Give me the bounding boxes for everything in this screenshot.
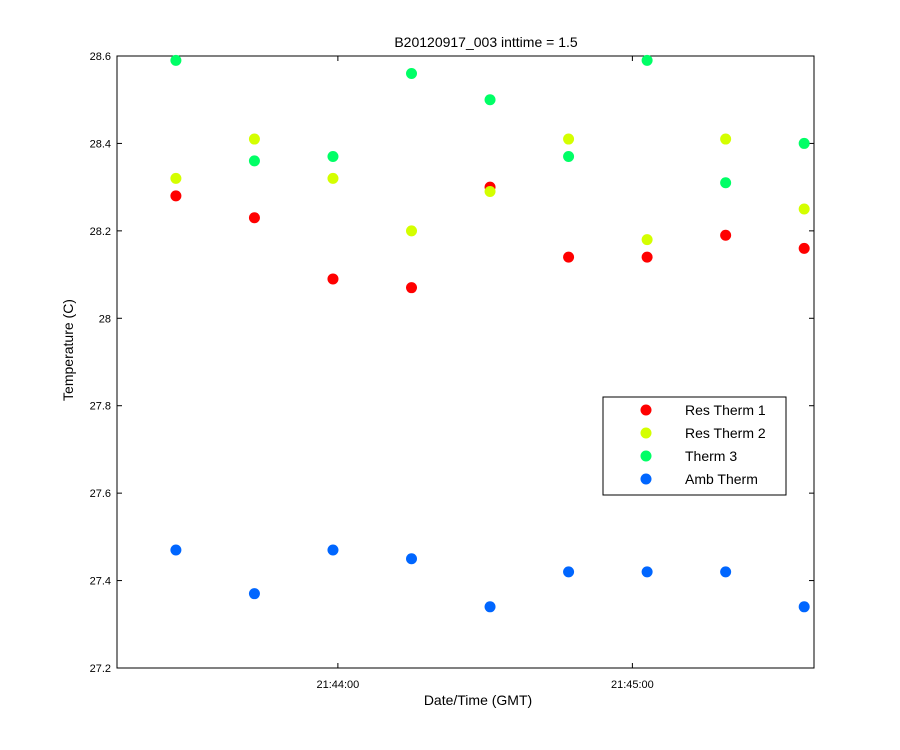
- legend-label-amb-therm: Amb Therm: [685, 471, 758, 487]
- data-point-res-therm-1: [406, 282, 418, 294]
- data-point-res-therm-2: [563, 133, 575, 145]
- data-point-amb-therm: [406, 553, 418, 565]
- y-axis: 27.2 27.4 27.6 27.8 28 28.2 28.4 28.6: [90, 51, 814, 675]
- legend-marker-amb-therm: [640, 473, 652, 485]
- data-point-amb-therm: [641, 566, 653, 578]
- legend-box: [602, 396, 787, 496]
- plot-area: [116, 55, 815, 669]
- data-point-res-therm-2: [720, 133, 732, 145]
- y-tick-label: 28.6: [90, 51, 111, 63]
- data-point-res-therm-1: [248, 212, 260, 224]
- y-axis-label: Temperature (C): [60, 299, 76, 401]
- data-point-res-therm-2: [641, 234, 653, 246]
- y-tick-label: 27.4: [90, 576, 111, 588]
- x-tick-label: 21:44:00: [316, 679, 359, 691]
- y-tick-label: 27.8: [90, 401, 111, 413]
- data-point-therm-3: [170, 54, 182, 66]
- data-point-therm-3: [484, 94, 496, 106]
- x-axis: 21:44:00 21:45:00: [316, 56, 654, 691]
- data-point-therm-3: [641, 54, 653, 66]
- data-point-res-therm-2: [327, 172, 339, 184]
- data-point-res-therm-1: [563, 251, 575, 263]
- x-tick-label: 21:45:00: [611, 679, 654, 691]
- y-tick-label: 27.2: [90, 663, 111, 675]
- data-point-amb-therm: [798, 601, 810, 613]
- legend-marker-res-therm-1: [640, 404, 652, 416]
- data-point-therm-3: [248, 155, 260, 167]
- legend-label-therm-3: Therm 3: [685, 448, 737, 464]
- data-point-res-therm-1: [641, 251, 653, 263]
- data-point-res-therm-1: [170, 190, 182, 202]
- data-point-therm-3: [406, 67, 418, 79]
- data-point-therm-3: [563, 151, 575, 163]
- data-point-therm-3: [327, 151, 339, 163]
- data-point-amb-therm: [720, 566, 732, 578]
- data-point-amb-therm: [563, 566, 575, 578]
- data-point-amb-therm: [170, 544, 182, 556]
- legend-label-res-therm-1: Res Therm 1: [685, 402, 766, 418]
- y-tick-label: 28.2: [90, 226, 111, 238]
- data-point-res-therm-2: [248, 133, 260, 145]
- legend-marker-therm-3: [640, 450, 652, 462]
- x-axis-label: Date/Time (GMT): [424, 692, 532, 708]
- legend: Res Therm 1 Res Therm 2 Therm 3 Amb Therm: [602, 396, 787, 496]
- data-point-res-therm-1: [327, 273, 339, 285]
- data-point-res-therm-1: [720, 229, 732, 241]
- data-point-therm-3: [798, 137, 810, 149]
- y-tick-label: 27.6: [90, 488, 111, 500]
- legend-marker-res-therm-2: [640, 427, 652, 439]
- data-point-amb-therm: [248, 588, 260, 600]
- y-tick-label: 28: [99, 313, 111, 325]
- data-points: [170, 54, 810, 613]
- legend-label-res-therm-2: Res Therm 2: [685, 425, 766, 441]
- data-point-amb-therm: [484, 601, 496, 613]
- data-point-therm-3: [720, 177, 732, 189]
- plot-frame: [116, 55, 815, 669]
- data-point-res-therm-2: [406, 225, 418, 237]
- data-point-res-therm-1: [798, 242, 810, 254]
- data-point-res-therm-2: [484, 186, 496, 198]
- data-point-amb-therm: [327, 544, 339, 556]
- data-point-res-therm-2: [798, 203, 810, 215]
- data-point-res-therm-2: [170, 172, 182, 184]
- y-tick-label: 28.4: [90, 138, 111, 150]
- chart-title: B20120917_003 inttime = 1.5: [394, 34, 578, 50]
